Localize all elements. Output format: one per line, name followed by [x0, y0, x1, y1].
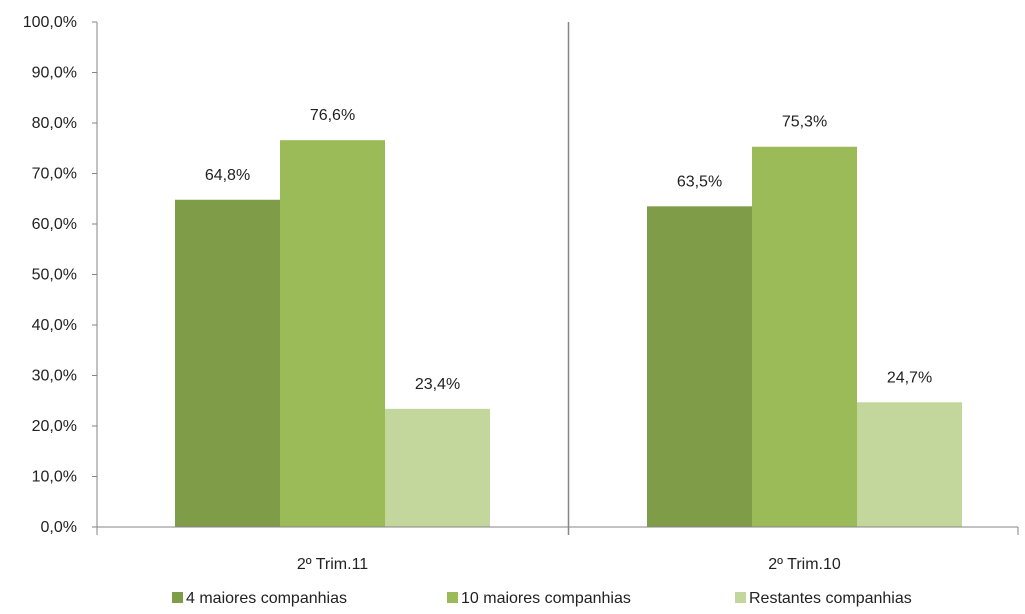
- y-tick-label: 80,0%: [32, 115, 77, 132]
- bar: [175, 199, 280, 527]
- legend-label: 4 maiores companhias: [186, 590, 347, 607]
- legend-label: Restantes companhias: [749, 590, 912, 607]
- legend-swatch: [735, 592, 746, 603]
- y-tick-label: 40,0%: [32, 317, 77, 334]
- y-tick-label: 70,0%: [32, 166, 77, 183]
- y-tick-label: 20,0%: [32, 418, 77, 435]
- y-tick-label: 100,0%: [23, 14, 77, 31]
- data-label: 63,5%: [677, 173, 722, 190]
- bar: [280, 140, 385, 528]
- data-label: 75,3%: [782, 114, 827, 131]
- bar: [752, 146, 857, 528]
- y-tick-label: 60,0%: [32, 216, 77, 233]
- data-label: 23,4%: [415, 376, 460, 393]
- y-tick-label: 10,0%: [32, 469, 77, 486]
- legend-swatch: [172, 592, 183, 603]
- x-tick-label: 2º Trim.11: [297, 556, 368, 573]
- y-tick-label: 50,0%: [32, 267, 77, 284]
- y-tick-label: 90,0%: [32, 65, 77, 82]
- legend-swatch: [447, 592, 458, 603]
- data-label: 24,7%: [887, 369, 932, 386]
- bar: [385, 408, 490, 527]
- bar: [647, 206, 752, 527]
- y-tick-label: 30,0%: [32, 368, 77, 385]
- y-tick-label: 0,0%: [41, 519, 77, 536]
- data-label: 76,6%: [310, 107, 355, 124]
- x-tick-label: 2º Trim.10: [768, 556, 841, 573]
- legend-label: 10 maiores companhias: [461, 590, 631, 607]
- data-label: 64,8%: [205, 167, 250, 184]
- bar: [857, 402, 962, 527]
